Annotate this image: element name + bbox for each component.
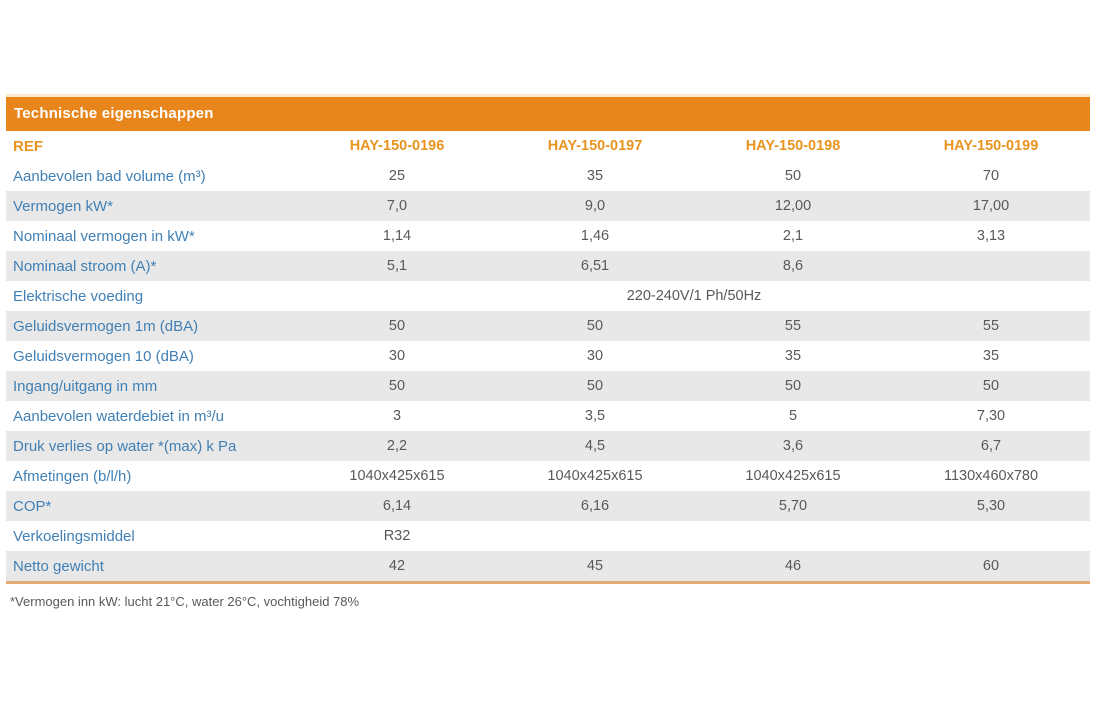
column-header: HAY-150-0199	[943, 138, 1039, 154]
spec-value: 5	[788, 408, 798, 424]
spec-value: 8,6	[694, 251, 892, 281]
spec-value: 6,7	[892, 431, 1090, 461]
table-row: Verkoelingsmiddel R32	[6, 521, 1090, 551]
table-row: Aanbevolen waterdebiet in m³/u 3 3,5 5 7,30	[6, 401, 1090, 431]
spec-value: 7,0	[298, 191, 496, 221]
row-label: Nominaal vermogen in kW*	[13, 227, 195, 245]
spec-value: 1,46	[580, 228, 610, 244]
spec-value: 5,30	[892, 491, 1090, 521]
row-label: Nominaal stroom (A)*	[6, 251, 298, 281]
row-label: Elektrische voeding	[13, 287, 144, 305]
spec-value: R32	[383, 528, 411, 544]
spec-value: 6,14	[298, 491, 496, 521]
spec-value-span: 220-240V/1 Ph/50Hz	[626, 288, 762, 304]
spec-value	[694, 521, 892, 551]
spec-value: 5,1	[298, 251, 496, 281]
spec-value: 55	[892, 311, 1090, 341]
spec-value	[892, 521, 1090, 551]
spec-value: 46	[694, 551, 892, 583]
spec-value: 50	[784, 168, 802, 184]
spec-value: 35	[586, 168, 604, 184]
table-row: Nominaal vermogen in kW* 1,14 1,46 2,1 3,13	[6, 221, 1090, 251]
table-row: COP* 6,14 6,16 5,70 5,30	[6, 491, 1090, 521]
spec-value: 12,00	[694, 191, 892, 221]
spec-value: 9,0	[496, 191, 694, 221]
table-row: Netto gewicht 42 45 46 60	[6, 551, 1090, 583]
spec-value: 4,5	[496, 431, 694, 461]
row-label: Druk verlies op water *(max) k Pa	[6, 431, 298, 461]
spec-value: 5,70	[694, 491, 892, 521]
spec-value: 42	[298, 551, 496, 583]
table-row: Vermogen kW* 7,0 9,0 12,00 17,00	[6, 191, 1090, 221]
row-label: Aanbevolen waterdebiet in m³/u	[13, 407, 224, 425]
spec-value: 55	[694, 311, 892, 341]
spec-value: 3,5	[584, 408, 606, 424]
spec-value: 50	[496, 371, 694, 401]
row-label: Verkoelingsmiddel	[13, 527, 135, 545]
table-row: Elektrische voeding 220-240V/1 Ph/50Hz	[6, 281, 1090, 311]
table-row: Druk verlies op water *(max) k Pa 2,2 4,5 3…	[6, 431, 1090, 461]
row-label: Geluidsvermogen 1m (dBA)	[6, 311, 298, 341]
spec-value: 1040x425x615	[547, 468, 643, 484]
spec-value: 1040x425x615	[349, 468, 445, 484]
row-label: Ingang/uitgang in mm	[6, 371, 298, 401]
table-title: Technische eigenschappen	[14, 105, 214, 122]
table-row: Ingang/uitgang in mm 50 50 50 50	[6, 371, 1090, 401]
spec-value: 6,51	[496, 251, 694, 281]
technical-specs-table: Technische eigenschappen REF HAY-150-019…	[6, 94, 1090, 609]
spec-value: 3,13	[976, 228, 1006, 244]
spec-value: 17,00	[892, 191, 1090, 221]
spec-value: 1,14	[382, 228, 412, 244]
row-label: Netto gewicht	[6, 551, 298, 583]
row-label: Vermogen kW*	[6, 191, 298, 221]
spec-value: 35	[784, 348, 802, 364]
spec-value: 30	[388, 348, 406, 364]
spec-value: 50	[298, 371, 496, 401]
table-row: Aanbevolen bad volume (m³) 25 35 50 70	[6, 161, 1090, 191]
spec-value: 2,2	[298, 431, 496, 461]
spec-value: 1040x425x615	[745, 468, 841, 484]
spec-value	[892, 251, 1090, 281]
ref-label: REF	[13, 137, 43, 155]
row-label: Afmetingen (b/l/h)	[13, 467, 132, 485]
spec-value: 50	[298, 311, 496, 341]
spec-value: 50	[892, 371, 1090, 401]
row-label: Aanbevolen bad volume (m³)	[13, 167, 206, 185]
spec-value: 25	[388, 168, 406, 184]
spec-value: 6,16	[496, 491, 694, 521]
specs-table: REF HAY-150-0196 HAY-150-0197 HAY-150-0198…	[6, 131, 1090, 584]
spec-value: 70	[982, 168, 1000, 184]
spec-value: 45	[496, 551, 694, 583]
spec-value: 3,6	[694, 431, 892, 461]
column-header: HAY-150-0197	[547, 138, 643, 154]
spec-value: 35	[982, 348, 1000, 364]
spec-value: 50	[694, 371, 892, 401]
spec-value: 3	[392, 408, 402, 424]
footnote: *Vermogen inn kW: lucht 21°C, water 26°C…	[10, 594, 360, 609]
spec-value: 50	[496, 311, 694, 341]
table-row: Geluidsvermogen 10 (dBA) 30 30 35 35	[6, 341, 1090, 371]
column-header: HAY-150-0198	[745, 138, 841, 154]
spec-value	[496, 521, 694, 551]
row-label: Geluidsvermogen 10 (dBA)	[13, 347, 194, 365]
spec-value: 60	[892, 551, 1090, 583]
column-header: HAY-150-0196	[349, 138, 445, 154]
spec-value: 1130x460x780	[943, 468, 1039, 484]
ref-header-row: REF HAY-150-0196 HAY-150-0197 HAY-150-0198…	[6, 131, 1090, 161]
row-label: COP*	[6, 491, 298, 521]
spec-value: 7,30	[976, 408, 1006, 424]
table-title-bar: Technische eigenschappen	[6, 94, 1090, 131]
table-row: Geluidsvermogen 1m (dBA) 50 50 55 55	[6, 311, 1090, 341]
table-row: Nominaal stroom (A)* 5,1 6,51 8,6	[6, 251, 1090, 281]
spec-value: 2,1	[782, 228, 804, 244]
table-row: Afmetingen (b/l/h) 1040x425x615 1040x425x6…	[6, 461, 1090, 491]
spec-value: 30	[586, 348, 604, 364]
